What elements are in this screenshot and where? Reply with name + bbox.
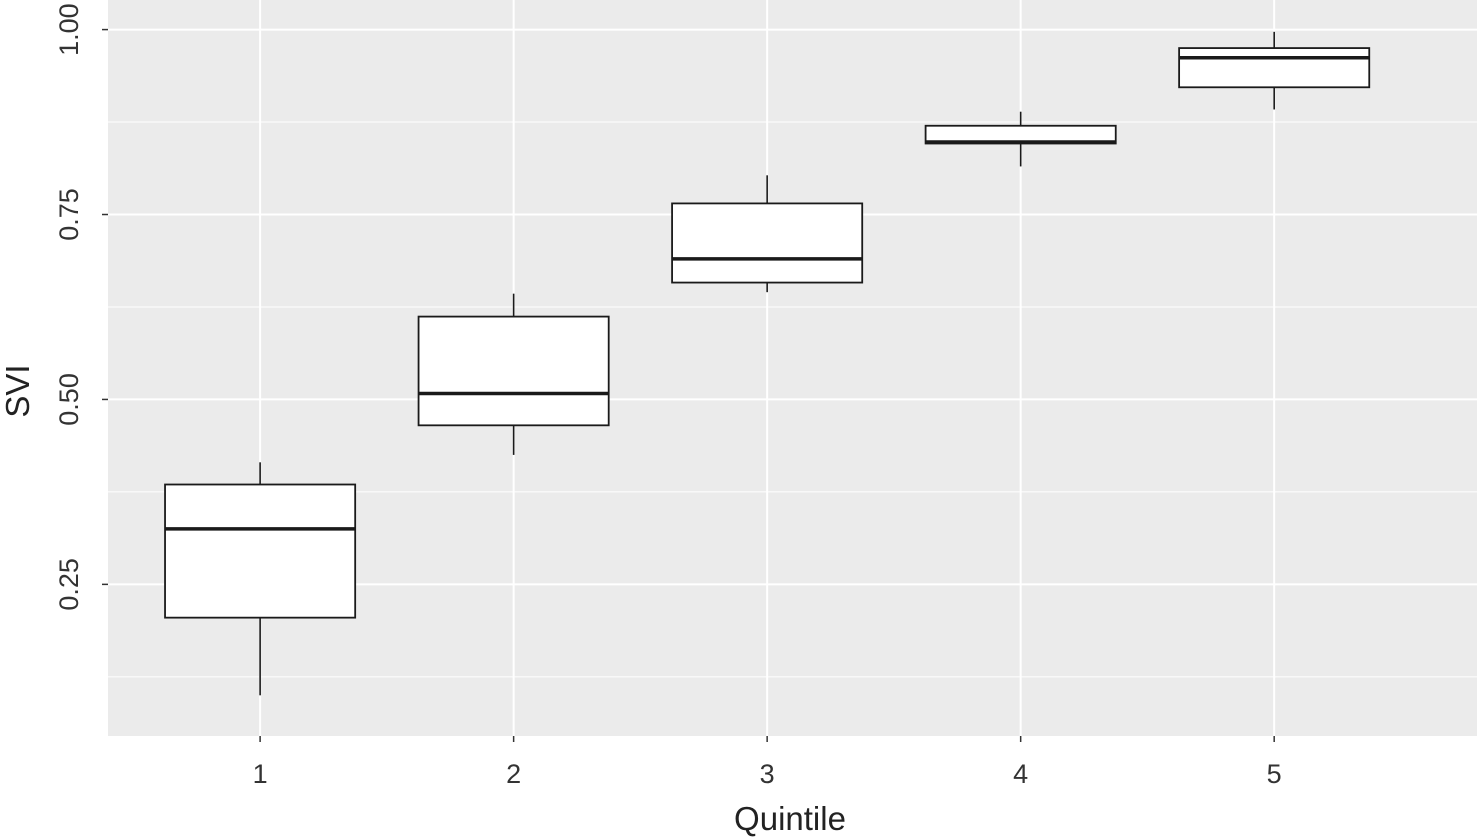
x-tick-label: 1 [253,759,268,789]
boxes [164,31,1371,696]
box-quintile-3 [671,175,864,293]
y-tick-label: 0.75 [54,188,84,241]
x-axis-title: Quintile [734,800,846,837]
box-quintile-4 [924,111,1117,167]
y-tick-label: 0.50 [54,373,84,426]
y-axis-title: SVI [0,364,36,417]
y-tick-label: 1.00 [54,3,84,56]
box-iqr [164,483,357,619]
box-iqr [417,315,610,427]
y-tick-label: 0.25 [54,558,84,611]
x-tick-label: 2 [506,759,521,789]
x-tick-label: 5 [1267,759,1282,789]
box-iqr [671,202,864,284]
x-tick-label: 4 [1013,759,1028,789]
box-quintile-1 [164,462,357,696]
box-quintile-5 [1178,31,1371,110]
x-axis-ticks: 1 2 3 4 5 [253,736,1282,789]
y-axis-ticks: 0.25 0.50 0.75 1.00 [54,3,108,611]
x-tick-label: 3 [760,759,775,789]
box-iqr [1178,47,1371,89]
plot-panel [108,0,1477,736]
box-quintile-2 [417,293,610,455]
